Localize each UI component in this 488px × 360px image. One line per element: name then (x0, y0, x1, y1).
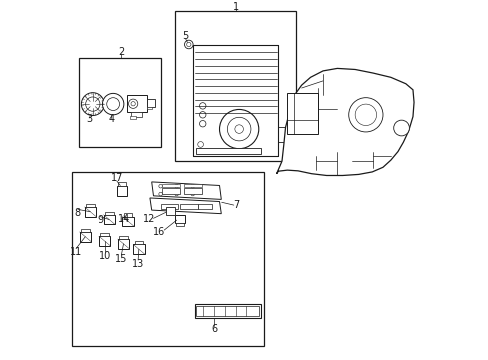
Text: 12: 12 (142, 215, 155, 224)
Circle shape (199, 112, 205, 118)
Text: 4: 4 (108, 114, 114, 125)
Circle shape (102, 93, 123, 115)
Text: 8: 8 (75, 208, 81, 218)
Circle shape (227, 117, 250, 141)
Circle shape (199, 103, 205, 109)
Bar (196, 148, 260, 154)
Polygon shape (276, 68, 413, 175)
Bar (147, 99, 155, 107)
Bar (160, 204, 178, 210)
Bar (183, 184, 201, 187)
Bar (194, 304, 260, 318)
Bar (133, 244, 144, 254)
Circle shape (131, 102, 135, 106)
Bar (80, 232, 91, 242)
Bar (285, 129, 292, 138)
Text: 7: 7 (233, 200, 239, 210)
Circle shape (393, 120, 408, 136)
Bar (118, 182, 126, 186)
Circle shape (159, 192, 162, 196)
Text: 3: 3 (86, 114, 92, 125)
Polygon shape (150, 198, 221, 214)
Bar (198, 204, 212, 210)
Circle shape (186, 42, 191, 47)
Text: 17: 17 (110, 173, 122, 183)
Text: 11: 11 (70, 247, 82, 257)
Text: 5: 5 (182, 31, 188, 41)
Circle shape (81, 93, 104, 116)
Bar (162, 188, 180, 194)
Bar (183, 188, 201, 194)
Circle shape (197, 141, 203, 147)
Bar (127, 95, 147, 112)
Polygon shape (151, 182, 221, 199)
Text: 13: 13 (132, 258, 144, 269)
Circle shape (85, 97, 100, 111)
Bar (162, 184, 180, 187)
Bar (165, 207, 175, 215)
Bar (118, 239, 129, 249)
Bar (130, 116, 135, 120)
Bar (175, 215, 184, 222)
Bar (123, 213, 132, 216)
Text: 15: 15 (115, 254, 127, 264)
Bar (117, 186, 127, 196)
Circle shape (348, 98, 382, 132)
Text: 16: 16 (153, 226, 165, 237)
Bar (196, 306, 258, 316)
Circle shape (184, 40, 193, 49)
Circle shape (219, 109, 258, 149)
Bar (278, 127, 287, 141)
Bar (81, 229, 89, 232)
Text: 10: 10 (98, 251, 110, 261)
Circle shape (199, 121, 205, 127)
Bar (72, 172, 264, 346)
Circle shape (191, 192, 194, 196)
Bar (175, 11, 296, 161)
Bar (105, 212, 113, 215)
Circle shape (128, 99, 138, 108)
Bar (176, 222, 183, 226)
Circle shape (354, 104, 376, 126)
Circle shape (106, 98, 120, 111)
Circle shape (175, 184, 178, 188)
Bar (286, 93, 317, 134)
Bar (79, 58, 160, 147)
Bar (131, 112, 142, 117)
Bar (103, 215, 115, 224)
Circle shape (159, 184, 162, 188)
Bar (147, 107, 152, 109)
Text: 6: 6 (211, 324, 217, 334)
Text: 2: 2 (118, 47, 124, 57)
Bar (86, 204, 94, 207)
Circle shape (234, 125, 243, 133)
Bar (84, 207, 96, 216)
Bar (99, 236, 110, 246)
Bar (180, 204, 198, 210)
Text: 1: 1 (232, 2, 238, 12)
Bar (122, 216, 134, 226)
Circle shape (175, 192, 178, 196)
Text: 14: 14 (118, 215, 130, 224)
Circle shape (191, 184, 194, 188)
Text: 9: 9 (97, 215, 103, 225)
Bar (134, 241, 143, 244)
Bar (119, 236, 127, 239)
Bar (100, 233, 109, 236)
